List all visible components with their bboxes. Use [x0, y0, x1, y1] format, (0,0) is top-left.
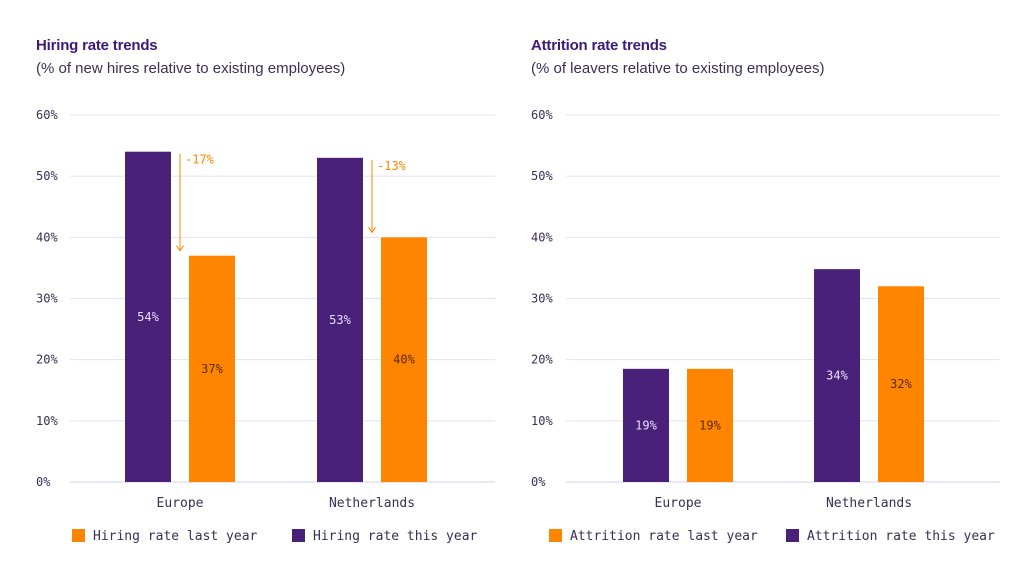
hiring-y-tick-label: 50% — [36, 169, 58, 183]
attrition-bar-this-year — [623, 368, 669, 482]
attrition-bar-label-last-year: 19% — [699, 418, 721, 432]
hiring-bar-label-last-year: 37% — [201, 362, 223, 376]
attrition-bar-label-last-year: 32% — [890, 377, 912, 391]
attrition-bar-label-this-year: 19% — [635, 418, 657, 432]
hiring-bar-label-this-year: 54% — [137, 310, 159, 324]
hiring-decline-annotation: -17% — [185, 153, 215, 167]
attrition-chart-subtitle: (% of leavers relative to existing emplo… — [531, 60, 825, 77]
attrition-bar-last-year — [878, 286, 924, 482]
hiring-bar-last-year — [189, 255, 235, 482]
attrition-legend-swatch — [549, 529, 562, 542]
hiring-legend-label: Hiring rate this year — [313, 529, 478, 544]
attrition-bar-last-year — [687, 368, 733, 482]
attrition-y-tick-label: 20% — [531, 353, 553, 367]
hiring-decline-arrow-head — [368, 227, 376, 234]
attrition-y-tick-label: 10% — [531, 414, 553, 428]
attrition-legend-swatch — [786, 529, 799, 542]
attrition-category-label: Netherlands — [826, 496, 912, 511]
attrition-category-label: Europe — [655, 496, 702, 511]
hiring-bar-last-year — [381, 237, 427, 482]
hiring-y-tick-label: 20% — [36, 353, 58, 367]
hiring-y-tick-label: 30% — [36, 292, 58, 306]
hiring-decline-annotation: -13% — [377, 159, 407, 173]
attrition-y-tick-label: 50% — [531, 169, 553, 183]
hiring-chart-subtitle: (% of new hires relative to existing emp… — [36, 60, 346, 77]
attrition-y-tick-label: 0% — [531, 475, 546, 489]
attrition-bar-label-this-year: 34% — [826, 369, 848, 383]
hiring-category-label: Netherlands — [329, 496, 415, 511]
hiring-legend-swatch — [72, 529, 85, 542]
hiring-bar-this-year — [125, 151, 171, 482]
hiring-category-label: Europe — [157, 496, 204, 511]
hiring-bar-label-last-year: 40% — [393, 353, 415, 367]
hiring-chart-title: Hiring rate trends — [36, 37, 158, 54]
attrition-chart-title: Attrition rate trends — [531, 37, 667, 54]
attrition-legend-label: Attrition rate this year — [807, 529, 995, 544]
attrition-y-tick-label: 30% — [531, 292, 553, 306]
attrition-legend-label: Attrition rate last year — [570, 529, 758, 544]
hiring-decline-arrow-head — [176, 245, 184, 252]
hiring-y-tick-label: 10% — [36, 414, 58, 428]
attrition-y-tick-label: 60% — [531, 108, 553, 122]
hiring-legend-label: Hiring rate last year — [93, 529, 258, 544]
hiring-y-tick-label: 60% — [36, 108, 58, 122]
attrition-y-tick-label: 40% — [531, 230, 553, 244]
hiring-bar-this-year — [317, 157, 363, 483]
hiring-bar-label-this-year: 53% — [329, 313, 351, 327]
hiring-legend-swatch — [292, 529, 305, 542]
hiring-y-tick-label: 0% — [36, 475, 51, 489]
attrition-bar-this-year — [814, 269, 860, 482]
hiring-y-tick-label: 40% — [36, 230, 58, 244]
